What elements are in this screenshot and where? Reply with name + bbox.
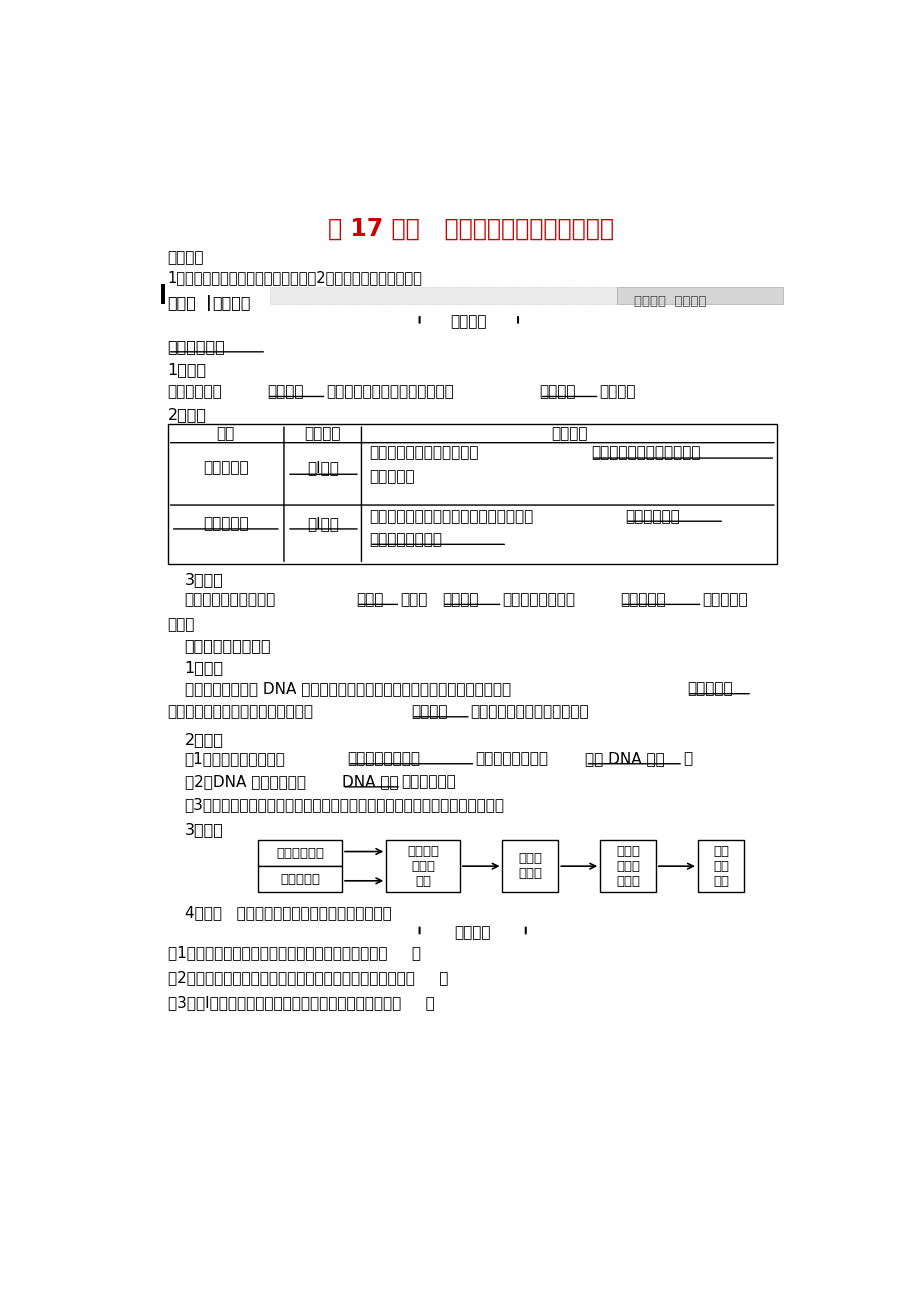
Text: 的过程。: 的过程。 xyxy=(598,384,635,400)
Text: 或表达所需要的产物的技术。: 或表达所需要的产物的技术。 xyxy=(471,704,589,720)
Text: 3．意义: 3．意义 xyxy=(185,572,223,587)
Text: 基因重组能够产生新的: 基因重组能够产生新的 xyxy=(185,592,276,607)
Bar xyxy=(386,840,460,892)
Text: 基因工程又叫重组 DNA 技术，是指将从一个生物体内分离得到或人工合成的: 基因工程又叫重组 DNA 技术，是指将从一个生物体内分离得到或人工合成的 xyxy=(185,681,510,697)
Text: 选择运载体: 选择运载体 xyxy=(280,872,320,885)
Text: 生物进化: 生物进化 xyxy=(441,592,478,607)
Bar xyxy=(599,840,655,892)
Bar xyxy=(697,840,743,892)
Bar xyxy=(617,288,782,305)
Text: （3）运载体：将外源基因送入受体细胞的专门运输工具，如质粒、噬菌体等。: （3）运载体：将外源基因送入受体细胞的专门运输工具，如质粒、噬菌体等。 xyxy=(185,798,505,812)
Text: 基础知识: 基础知识 xyxy=(449,314,486,329)
Text: 1．概念: 1．概念 xyxy=(167,362,207,378)
Bar xyxy=(162,284,165,305)
Text: 表现型: 表现型 xyxy=(356,592,383,607)
Bar xyxy=(502,840,558,892)
Text: 入另一个生物体中，使后者获得新的: 入另一个生物体中，使后者获得新的 xyxy=(167,704,313,720)
Text: 二、基因工程及应用: 二、基因工程及应用 xyxy=(185,638,271,654)
Text: 的源泉，也是形成: 的源泉，也是形成 xyxy=(502,592,575,607)
Text: 连接在一起。: 连接在一起。 xyxy=(401,775,455,789)
Text: 遗传性状: 遗传性状 xyxy=(411,704,447,720)
Text: 减Ⅰ后期: 减Ⅰ后期 xyxy=(306,461,338,475)
Text: 检测与
鉴定目
的基因: 检测与 鉴定目 的基因 xyxy=(616,845,640,888)
Text: 类型: 类型 xyxy=(217,426,234,441)
Text: 预习教材  发现问题: 预习教材 发现问题 xyxy=(633,294,706,307)
Text: 目的
基因
表达: 目的 基因 表达 xyxy=(712,845,728,888)
Text: 非同源染色体上的非等位基: 非同源染色体上的非等位基 xyxy=(590,445,699,460)
Text: 2．工具: 2．工具 xyxy=(185,732,223,747)
Text: 交叉互换型: 交叉互换型 xyxy=(203,516,248,531)
Text: （2）DNA 连接酶：能将: （2）DNA 连接酶：能将 xyxy=(185,775,305,789)
Text: 发生时期: 发生时期 xyxy=(304,426,341,441)
Text: 非同源染色体自由组合导致: 非同源染色体自由组合导致 xyxy=(369,445,478,460)
Text: |: | xyxy=(206,294,212,311)
Text: 特定的核苷酸序列: 特定的核苷酸序列 xyxy=(347,751,420,767)
Bar xyxy=(167,424,776,564)
Text: 第 17 课时   基因重组、基因工程及应用: 第 17 课时 基因重组、基因工程及应用 xyxy=(328,216,614,241)
Text: 有性生殖: 有性生殖 xyxy=(267,384,303,400)
Text: （3）减Ⅰ后期，等位基因分离，非等位基因均自由组合（     ）: （3）减Ⅰ后期，等位基因分离，非等位基因均自由组合（ ） xyxy=(167,995,434,1010)
Text: 生物多样性: 生物多样性 xyxy=(619,592,665,607)
Text: 自由组合型: 自由组合型 xyxy=(203,461,248,475)
Bar xyxy=(258,840,342,866)
Text: 2．类型: 2．类型 xyxy=(167,408,207,422)
Text: 目的基因导: 目的基因导 xyxy=(686,681,732,697)
Text: 切割 DNA 分子: 切割 DNA 分子 xyxy=(584,751,664,767)
Text: 的非等位基因重组: 的非等位基因重组 xyxy=(369,533,442,547)
Bar xyxy=(269,288,617,305)
Text: 学习目标: 学习目标 xyxy=(167,250,204,266)
Text: 重新组合: 重新组合 xyxy=(539,384,575,400)
Text: DNA 片段: DNA 片段 xyxy=(342,775,398,789)
Text: 读教材: 读教材 xyxy=(167,294,197,310)
Text: 四分体的非姐妹染色单体的交叉互换导致: 四分体的非姐妹染色单体的交叉互换导致 xyxy=(369,509,533,523)
Text: 4．应用   生产某些特殊蛋白质、转基因生物等。: 4．应用 生产某些特殊蛋白质、转基因生物等。 xyxy=(185,905,391,919)
Text: （1）基因重组发生在有丝分裂和减数分裂的过程中（     ）: （1）基因重组发生在有丝分裂和减数分裂的过程中（ ） xyxy=(167,945,420,961)
Text: 同源染色体上: 同源染色体上 xyxy=(624,509,679,523)
Text: 之一。: 之一。 xyxy=(167,617,195,631)
Text: 自主梳理: 自主梳理 xyxy=(211,294,250,310)
Bar xyxy=(258,866,342,892)
Text: 目的基因
与载体
结合: 目的基因 与载体 结合 xyxy=(406,845,438,888)
Text: 1．阐明基因重组概念、类型及意义。2．概述基因工程及应用。: 1．阐明基因重组概念、类型及意义。2．概述基因工程及应用。 xyxy=(167,271,422,285)
Text: 因自由组合: 因自由组合 xyxy=(369,470,414,484)
Text: 发生原因: 发生原因 xyxy=(550,426,586,441)
Text: 生物体在进行: 生物体在进行 xyxy=(167,384,222,400)
Text: 。: 。 xyxy=(682,751,691,767)
Text: （1）限制酶：能够识别: （1）限制酶：能够识别 xyxy=(185,751,285,767)
Text: 一、基因重组: 一、基因重组 xyxy=(167,340,225,354)
Text: 导入目
的基因: 导入目 的基因 xyxy=(517,853,542,880)
Text: 的过程中，控制不同性状的基因: 的过程中，控制不同性状的基因 xyxy=(326,384,454,400)
Text: 1．概念: 1．概念 xyxy=(185,660,223,676)
Text: ，在特定的位点上: ，在特定的位点上 xyxy=(475,751,548,767)
Text: 的重要原因: 的重要原因 xyxy=(702,592,747,607)
Text: ，既是: ，既是 xyxy=(400,592,427,607)
Text: （2）四分体的姐妹染色单体交叉互换可引起等位基因重组（     ）: （2）四分体的姐妹染色单体交叉互换可引起等位基因重组（ ） xyxy=(167,970,448,986)
Text: 分离目的基因: 分离目的基因 xyxy=(276,846,323,859)
Text: 减Ⅰ前期: 减Ⅰ前期 xyxy=(306,516,338,531)
Text: 3．过程: 3．过程 xyxy=(185,823,223,837)
Text: 自查自纠: 自查自纠 xyxy=(454,924,490,940)
